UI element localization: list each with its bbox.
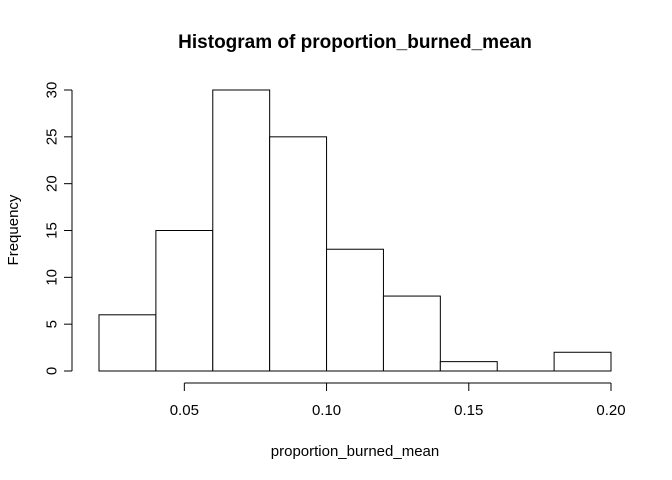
- bars-group: [98, 89, 612, 372]
- y-axis-label: Frequency: [5, 194, 22, 265]
- histogram-bar-2: [212, 89, 271, 372]
- histogram-bar-4: [326, 248, 384, 372]
- histogram-bar-0: [98, 314, 157, 372]
- histogram-bar-5: [382, 295, 441, 372]
- y-tick-label-6: 30: [44, 82, 61, 99]
- x-tick-label-2: 0.15: [454, 402, 483, 419]
- y-tick-label-3: 15: [44, 222, 61, 239]
- y-axis: 0 5 10 15 20 25 30: [44, 82, 73, 375]
- x-axis-label: proportion_burned_mean: [271, 443, 439, 460]
- y-tick-label-5: 25: [44, 128, 61, 145]
- histogram-bar-6: [439, 361, 498, 372]
- y-tick-label-4: 20: [44, 175, 61, 192]
- x-tick-label-3: 0.20: [596, 402, 625, 419]
- x-tick-label-1: 0.10: [312, 402, 341, 419]
- x-tick-label-0: 0.05: [170, 402, 199, 419]
- y-tick-label-1: 5: [44, 320, 61, 328]
- histogram-bar-3: [269, 136, 328, 372]
- histogram-bar-8: [553, 351, 612, 372]
- chart-title: Histogram of proportion_burned_mean: [178, 32, 532, 53]
- y-tick-label-0: 0: [44, 367, 61, 375]
- y-tick-label-2: 10: [44, 269, 61, 286]
- histogram-bar-1: [155, 230, 214, 372]
- x-axis: 0.05 0.10 0.15 0.20: [170, 382, 626, 419]
